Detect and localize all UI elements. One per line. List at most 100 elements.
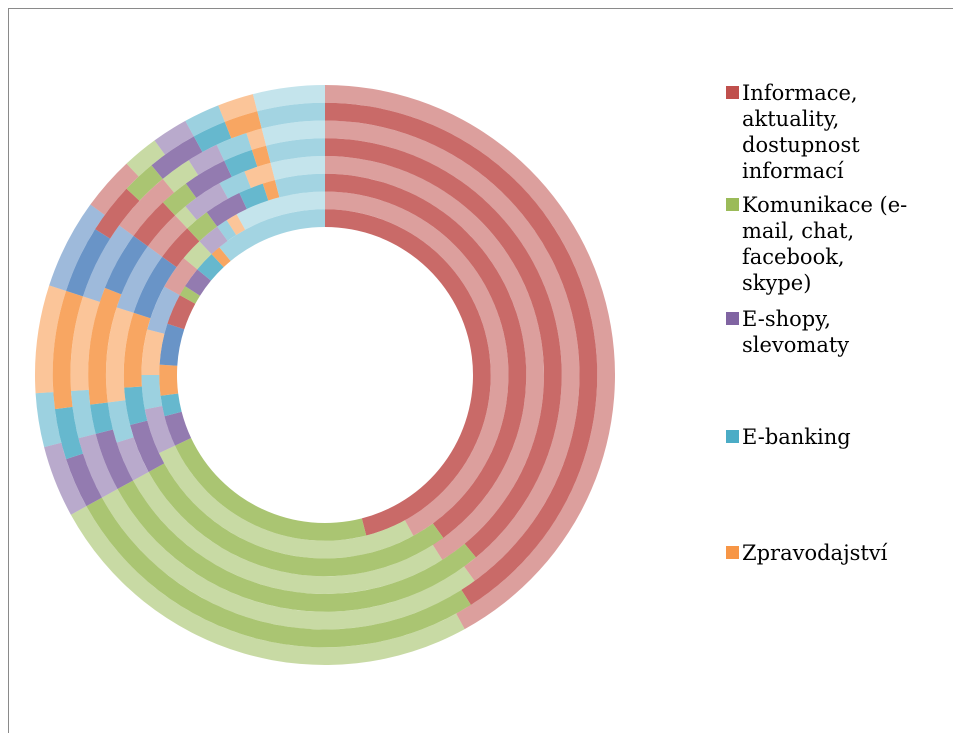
ring-segment — [70, 506, 465, 665]
legend-swatch — [726, 430, 739, 443]
legend-label: Informace, aktuality, dostupnost informa… — [742, 81, 860, 183]
ring-segment — [257, 102, 325, 129]
ring-segment — [179, 286, 201, 304]
ring-segment — [160, 393, 182, 417]
ring-segment — [95, 188, 140, 239]
ring-segment — [183, 241, 212, 270]
legend-swatch — [726, 198, 739, 211]
ring-segment — [147, 215, 188, 257]
ring-segment — [141, 329, 165, 375]
ring-segment — [193, 121, 232, 152]
ring-segment — [159, 323, 185, 366]
ring-segment — [126, 140, 165, 177]
ring-segment — [167, 295, 196, 330]
ring-segment — [88, 287, 122, 405]
legend-swatch — [726, 86, 739, 99]
ring-segment — [133, 202, 176, 247]
legend-label: Zpravodajství — [742, 541, 888, 565]
ring-segment — [70, 296, 100, 391]
ring-segment — [117, 480, 476, 612]
ring-segment — [133, 256, 177, 319]
legend-item: E-banking — [726, 424, 946, 450]
ring-segment — [159, 364, 179, 396]
ring-segment — [126, 165, 163, 201]
ring-segment — [325, 173, 527, 538]
legend-label: Komunikace (e-mail, chat, facebook, skyp… — [742, 193, 908, 295]
ring-segment — [123, 312, 151, 388]
ring-segment — [175, 438, 367, 541]
ring-segment — [274, 173, 325, 198]
ring-segment — [270, 156, 325, 181]
ring-segment — [151, 136, 203, 179]
ring-segment — [164, 411, 192, 446]
ring-segment — [148, 463, 444, 577]
legend-item: E-shopy, slevomaty — [726, 306, 946, 358]
ring-segment — [78, 433, 118, 498]
ring-segment — [266, 138, 325, 163]
ring-segment — [236, 191, 325, 230]
legend-label: E-banking — [742, 425, 851, 449]
legend-swatch — [726, 546, 739, 559]
ring-segment — [35, 285, 67, 394]
ring-segment — [239, 183, 269, 209]
ring-segment — [162, 160, 199, 193]
ring-segment — [144, 406, 176, 454]
ring-segment — [104, 235, 148, 295]
ring-segment — [244, 162, 275, 188]
ring-segment — [66, 453, 102, 507]
ring-segment — [162, 183, 197, 216]
ring-segment — [130, 420, 165, 472]
ring-segment — [211, 247, 231, 268]
chart-frame — [8, 8, 953, 733]
ring-segment — [217, 220, 237, 241]
ring-segment — [66, 229, 111, 297]
ring-segment — [71, 389, 96, 439]
ring-segment — [35, 392, 62, 448]
ring-segment — [90, 402, 113, 434]
ring-segment — [246, 128, 267, 150]
ring-segment — [86, 497, 471, 648]
ring-segment — [164, 258, 198, 296]
ring-segment — [219, 209, 325, 261]
ring-segment — [116, 437, 149, 481]
ring-segment — [124, 386, 148, 426]
ring-segment — [325, 209, 491, 536]
ring-segment — [106, 307, 134, 403]
ring-segment — [175, 206, 197, 229]
ring-segment — [218, 94, 258, 122]
ring-segment — [251, 145, 271, 167]
ring-segment — [252, 85, 325, 112]
ring-segment — [325, 191, 509, 536]
ring-segment — [199, 226, 228, 255]
ring-segment — [224, 111, 262, 139]
ring-segment — [154, 120, 194, 155]
ring-segment — [147, 286, 180, 334]
ring-segment — [261, 120, 325, 146]
ring-segment — [133, 471, 443, 594]
ring-segment — [226, 214, 246, 236]
legend-label: E-shopy, slevomaty — [742, 307, 850, 357]
legend-item: Zpravodajství — [726, 540, 946, 566]
ring-segment — [185, 183, 229, 220]
ring-segment — [49, 204, 105, 291]
ring-segment — [95, 429, 134, 490]
ring-segment — [206, 192, 247, 227]
ring-segment — [54, 406, 83, 460]
ring-segment — [325, 138, 562, 558]
ring-segment — [158, 445, 414, 559]
ring-segment — [262, 180, 280, 201]
ring-segment — [90, 163, 139, 215]
ring-segment — [107, 400, 134, 443]
ring-segment — [119, 178, 175, 236]
ring-segment — [162, 228, 200, 268]
ring-segment — [52, 290, 83, 410]
ring-segment — [82, 225, 134, 302]
ring-segment — [116, 246, 163, 313]
ring-segment — [188, 144, 225, 176]
ring-segment — [185, 105, 225, 137]
ring-segment — [224, 149, 258, 177]
ring-segment — [187, 212, 218, 242]
ring-segment — [185, 269, 211, 296]
